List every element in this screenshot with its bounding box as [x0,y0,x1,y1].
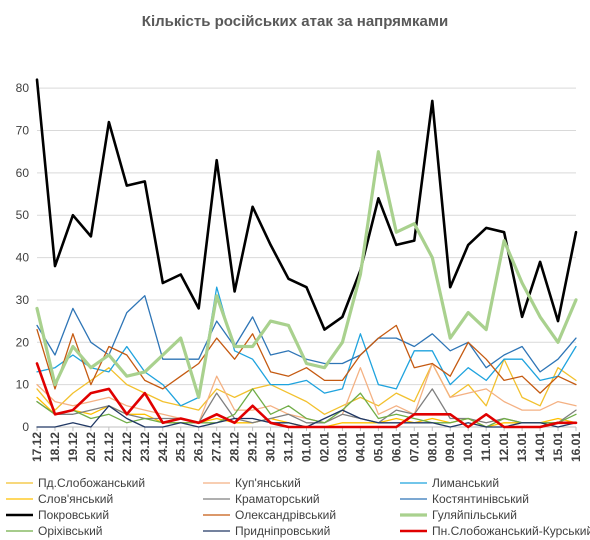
legend-label: Покровський [38,508,109,522]
x-tick-label: 11.01 [479,432,493,462]
x-tick-label: 25.12 [174,432,188,462]
legend-label: Гуляйпільський [432,508,517,522]
x-tick-label: 03.01 [335,432,349,462]
x-tick-label: 29.12 [246,432,260,462]
series-lines [35,78,578,429]
x-tick-label: 18.12 [48,432,62,462]
x-tick-label: 13.01 [515,432,529,462]
legend-label: Слов'янський [38,492,113,506]
series-line-покровський [35,78,578,331]
x-tick-label: 10.01 [461,432,475,462]
x-tick-label: 02.01 [317,432,331,462]
y-tick-label: 60 [16,166,30,180]
y-tick-label: 50 [16,208,30,222]
x-tick-label: 06.01 [389,432,403,462]
x-axis-ticks: 17.12 18.12 19.12 20.12 21.12 22.12 23.12 24.12… [30,432,583,462]
x-tick-label: 20.12 [84,432,98,462]
legend-label: Лиманський [432,476,499,490]
legend-label: Куп'янський [235,476,301,490]
legend-label: Краматорський [235,492,320,506]
y-tick-label: 20 [16,335,30,349]
legend-label: Пн.Слобожанський-Курський [432,524,590,538]
series-line-лиманський [36,286,577,407]
x-tick-label: 08.01 [425,432,439,462]
x-tick-label: 24.12 [156,432,170,462]
series-line-костянтинівський [36,295,577,373]
x-tick-label: 14.01 [533,432,547,462]
y-tick-label: 70 [16,124,30,138]
x-tick-label: 17.12 [30,432,44,462]
x-tick-label: 30.12 [264,432,278,462]
y-tick-label: 10 [16,378,30,392]
legend-label: Придніпровський [235,524,330,538]
x-tick-label: 19.12 [66,432,80,462]
x-tick-label: 26.12 [192,432,206,462]
x-tick-label: 15.01 [551,432,565,462]
series-line-гуляйпільський [35,150,578,399]
x-tick-label: 28.12 [228,432,242,462]
x-tick-label: 05.01 [371,432,385,462]
legend-label: Оріхівський [38,524,103,538]
y-tick-label: 80 [16,81,30,95]
x-tick-label: 01.01 [300,432,314,462]
x-tick-label: 07.01 [407,432,421,462]
x-tick-label: 09.01 [443,432,457,462]
x-tick-label: 04.01 [353,432,367,462]
x-tick-label: 23.12 [138,432,152,462]
y-axis-ticks: 0 10 20 30 40 50 60 70 80 [16,81,30,434]
legend-label: Пд.Слобожанський [38,476,145,490]
x-tick-label: 16.01 [569,432,583,462]
x-tick-label: 27.12 [210,432,224,462]
y-tick-label: 0 [22,420,29,434]
x-tick-label: 31.12 [282,432,296,462]
legend-label: Олександрівський [235,508,336,522]
series-line-олександрівський [36,324,577,394]
x-tick-label: 12.01 [497,432,511,462]
x-tick-label: 22.12 [120,432,134,462]
y-tick-label: 30 [16,293,30,307]
legend-label: Костянтинівський [432,492,529,506]
y-tick-label: 40 [16,251,30,265]
series-line-пн-слобожанський-курський [35,362,578,429]
series-line-пд-слобожанський [36,358,577,415]
legend: Пд.Слобожанський Куп'янський Лиманський Сло… [6,476,590,538]
x-tick-label: 21.12 [102,432,116,462]
chart-title: Кількість російських атак за напрямками [142,13,448,30]
